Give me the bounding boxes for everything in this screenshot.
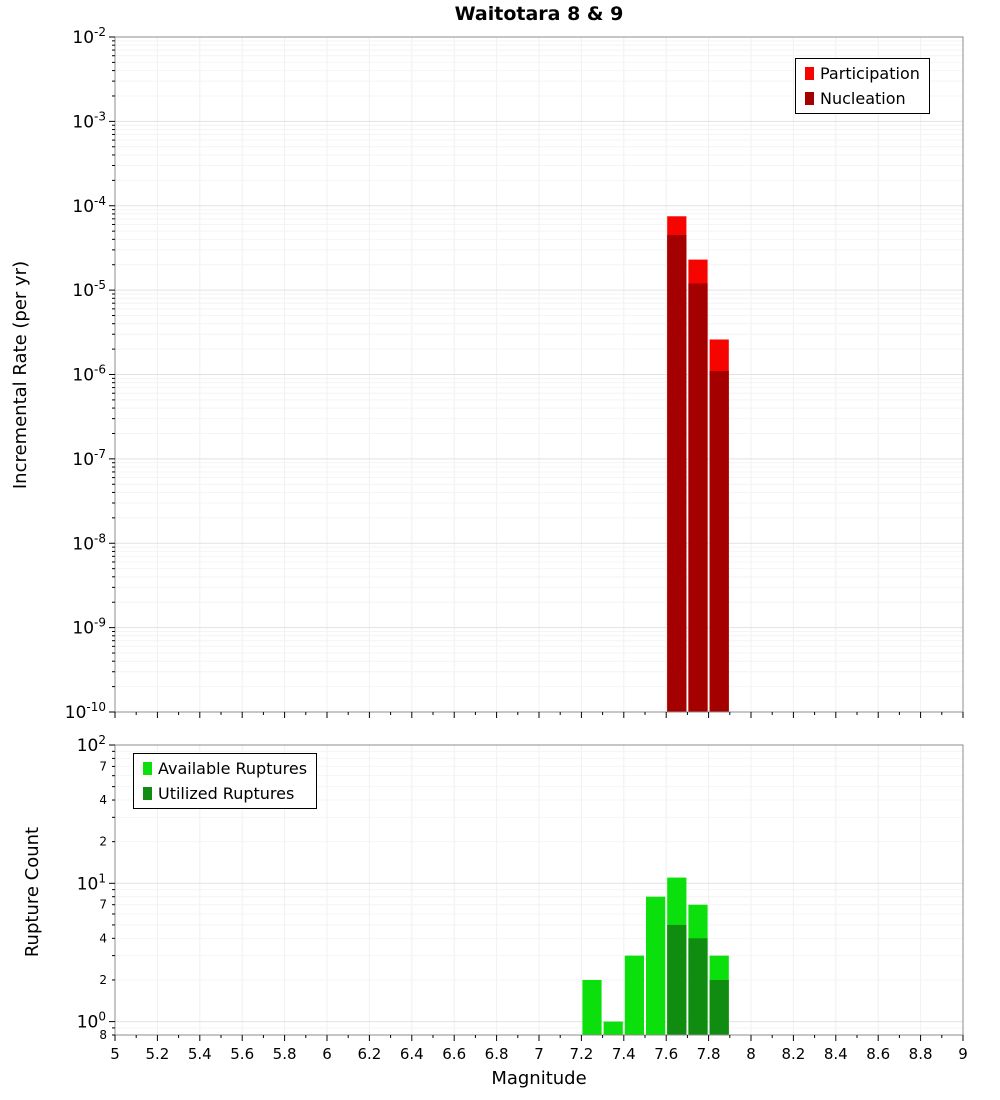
svg-text:8.8: 8.8 [909, 1045, 933, 1063]
svg-text:8: 8 [746, 1045, 756, 1063]
svg-text:5.2: 5.2 [145, 1045, 169, 1063]
svg-text:8.4: 8.4 [824, 1045, 848, 1063]
svg-text:4: 4 [99, 793, 107, 807]
svg-text:10-4: 10-4 [72, 194, 106, 217]
available-ruptures-swatch-icon [143, 762, 152, 775]
svg-text:10-9: 10-9 [72, 616, 106, 639]
svg-text:5.6: 5.6 [230, 1045, 254, 1063]
svg-text:8.6: 8.6 [866, 1045, 890, 1063]
participation-swatch-icon [805, 67, 814, 80]
svg-text:10-5: 10-5 [72, 278, 106, 301]
svg-text:101: 101 [77, 871, 106, 894]
legend-item-nucleation: Nucleation [805, 89, 920, 108]
svg-text:10-3: 10-3 [72, 109, 106, 132]
rupture-legend: Available Ruptures Utilized Ruptures [133, 753, 318, 809]
utilized-ruptures-legend-label: Utilized Ruptures [158, 784, 295, 803]
svg-text:8.2: 8.2 [781, 1045, 805, 1063]
svg-text:7: 7 [534, 1045, 544, 1063]
svg-text:9: 9 [958, 1045, 968, 1063]
svg-text:4: 4 [99, 931, 107, 945]
svg-text:6.2: 6.2 [357, 1045, 381, 1063]
svg-text:6: 6 [322, 1045, 332, 1063]
svg-text:2: 2 [99, 835, 107, 849]
legend-item-utilized-ruptures: Utilized Ruptures [143, 784, 307, 803]
svg-text:6.4: 6.4 [400, 1045, 424, 1063]
legend-item-participation: Participation [805, 64, 920, 83]
svg-text:5.4: 5.4 [188, 1045, 212, 1063]
utilized-ruptures-swatch-icon [143, 787, 152, 800]
svg-text:10-2: 10-2 [72, 25, 106, 48]
svg-text:10-6: 10-6 [72, 363, 106, 386]
x-axis-label: Magnitude [491, 1068, 587, 1089]
nucleation-legend-label: Nucleation [820, 89, 906, 108]
svg-text:102: 102 [77, 733, 106, 756]
legend-item-available-ruptures: Available Ruptures [143, 759, 307, 778]
svg-text:6.6: 6.6 [442, 1045, 466, 1063]
participation-legend-label: Participation [820, 64, 920, 83]
svg-text:8: 8 [99, 1028, 107, 1042]
svg-text:5: 5 [110, 1045, 120, 1063]
svg-text:7.4: 7.4 [612, 1045, 636, 1063]
svg-text:7: 7 [99, 898, 107, 912]
svg-text:7.2: 7.2 [569, 1045, 593, 1063]
svg-text:7.8: 7.8 [697, 1045, 721, 1063]
rate-legend: Participation Nucleation [795, 58, 930, 114]
svg-text:7: 7 [99, 759, 107, 773]
svg-text:10-10: 10-10 [65, 700, 106, 723]
chart-title: Waitotara 8 & 9 [454, 3, 624, 25]
svg-text:7.6: 7.6 [654, 1045, 678, 1063]
bottom-y-axis-label: Rupture Count [22, 826, 43, 958]
svg-text:6.8: 6.8 [485, 1045, 509, 1063]
top-y-axis-label: Incremental Rate (per yr) [10, 260, 31, 490]
available-ruptures-legend-label: Available Ruptures [158, 759, 308, 778]
svg-text:10-7: 10-7 [72, 447, 106, 470]
nucleation-swatch-icon [805, 92, 814, 105]
svg-text:5.8: 5.8 [273, 1045, 297, 1063]
svg-text:2: 2 [99, 973, 107, 987]
svg-text:10-8: 10-8 [72, 531, 106, 554]
